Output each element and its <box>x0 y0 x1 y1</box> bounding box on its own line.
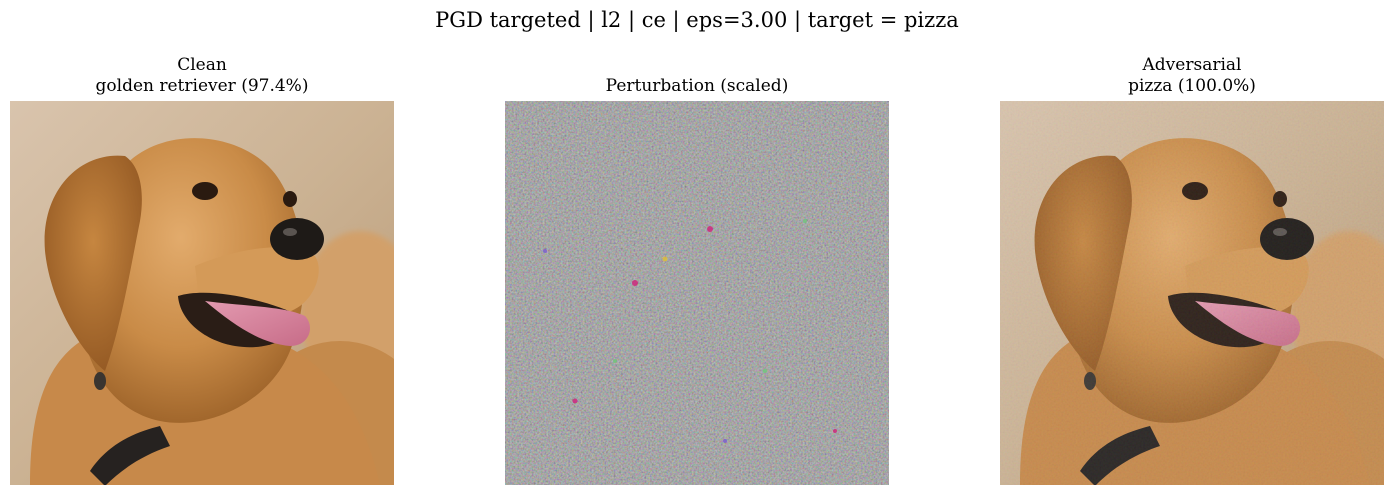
figure-title: PGD targeted | l2 | ce | eps=3.00 | targ… <box>0 6 1394 34</box>
clean-title-line2: golden retriever (97.4%) <box>10 76 394 97</box>
perturbation-image-panel <box>505 101 889 485</box>
clean-dog-image <box>10 101 394 485</box>
adversarial-panel-title: Adversarial pizza (100.0%) <box>1000 55 1384 97</box>
clean-panel-title: Clean golden retriever (97.4%) <box>10 55 394 97</box>
adversarial-title-line2: pizza (100.0%) <box>1000 76 1384 97</box>
clean-title-line1: Clean <box>10 55 394 76</box>
adversarial-dog-image <box>1000 101 1384 485</box>
adversarial-title-line1: Adversarial <box>1000 55 1384 76</box>
perturbation-title-line1: Perturbation (scaled) <box>505 76 889 97</box>
clean-image-panel <box>10 101 394 485</box>
adversarial-image-panel <box>1000 101 1384 485</box>
perturbation-noise-image <box>505 101 889 485</box>
perturbation-panel-title: Perturbation (scaled) <box>505 76 889 97</box>
